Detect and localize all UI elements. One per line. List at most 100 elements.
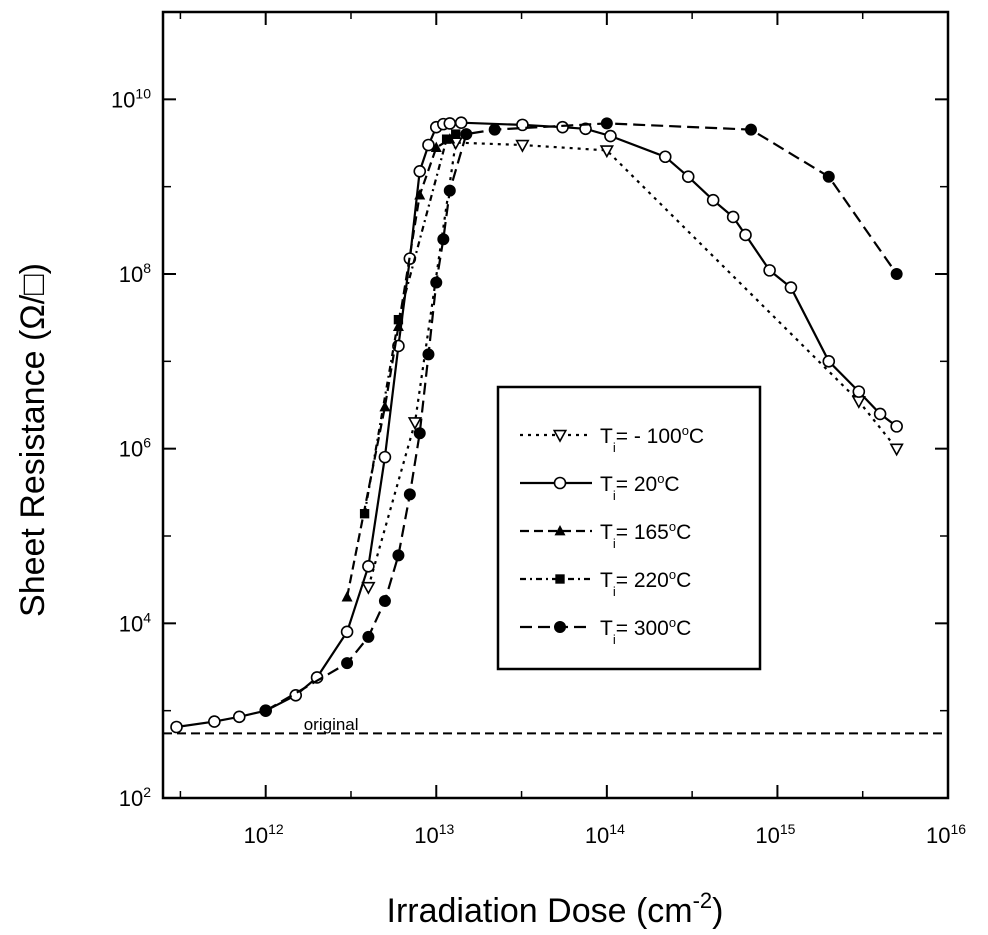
legend-box — [496, 385, 762, 671]
x-axis-title: Irradiation Dose (cm-2) — [387, 888, 724, 930]
legend-entry: Ti= 165oC — [520, 519, 691, 551]
data-point — [232, 710, 246, 724]
y-tick-exp: 2 — [143, 784, 151, 800]
data-point — [361, 581, 376, 595]
y-tick-label: 108 — [119, 260, 151, 287]
y-tick-base: 10 — [111, 87, 135, 112]
y-tick-label: 104 — [119, 609, 151, 636]
legend-marker — [552, 429, 568, 443]
series-1 — [170, 116, 903, 734]
x-axis-title-end: ) — [712, 892, 723, 930]
series-layer — [170, 116, 904, 734]
x-axis-title-exp: -2 — [693, 888, 713, 913]
data-point — [392, 320, 404, 331]
x-tick-label: 1015 — [755, 821, 795, 848]
data-point — [413, 164, 427, 178]
y-tick-label: 102 — [119, 784, 151, 811]
legend-marker — [553, 476, 567, 490]
data-point — [822, 170, 835, 183]
data-point — [556, 120, 569, 134]
data-point — [341, 590, 353, 602]
data-point — [259, 704, 272, 717]
data-point — [890, 268, 903, 280]
data-point — [393, 314, 404, 325]
y-tick-base: 10 — [119, 611, 143, 636]
legend-label: Ti= 20oC — [600, 471, 680, 503]
y-tick-exp: 8 — [143, 260, 151, 276]
data-point — [763, 264, 776, 277]
y-tick-exp: 4 — [143, 609, 151, 625]
data-point — [170, 720, 183, 734]
legend-label: Ti= 220oC — [600, 567, 691, 599]
x-tick-label: 1012 — [244, 821, 284, 848]
data-point — [443, 184, 456, 197]
data-point — [516, 118, 529, 132]
data-point — [600, 117, 613, 130]
data-point — [422, 138, 435, 152]
data-point — [579, 122, 592, 136]
data-point — [784, 281, 798, 294]
data-point — [488, 123, 501, 136]
data-point — [604, 129, 617, 143]
legend-entry: Ti= 300oC — [520, 615, 691, 647]
data-point — [378, 595, 391, 608]
data-point — [599, 145, 614, 159]
series-3 — [359, 129, 461, 519]
data-point — [378, 450, 392, 464]
x-tick-base: 10 — [414, 823, 438, 848]
x-tick-base: 10 — [585, 823, 609, 848]
y-tick-base: 10 — [119, 786, 143, 811]
plot-area-border — [161, 10, 950, 800]
legend-marker — [555, 574, 565, 584]
x-tick-exp: 12 — [268, 821, 284, 837]
annotations: original — [304, 715, 359, 734]
data-point — [739, 228, 752, 242]
x-tick-exp: 16 — [950, 821, 966, 837]
data-point — [706, 193, 720, 207]
data-point — [362, 559, 375, 573]
data-point — [726, 210, 740, 224]
data-point — [422, 348, 435, 361]
legend: Ti= - 100oC Ti= 20oC Ti= 165oC Ti= 220oC Ti=… — [496, 385, 762, 671]
legend-entry: Ti= 220oC — [520, 567, 691, 599]
plot-frame — [161, 10, 950, 800]
x-tick-exp: 13 — [439, 821, 455, 837]
data-point — [407, 417, 423, 431]
series-line — [346, 138, 451, 598]
series-2 — [341, 133, 456, 602]
data-point — [852, 385, 866, 398]
y-tick-exp: 10 — [135, 85, 151, 101]
data-point — [515, 139, 530, 153]
legend-label: Ti= 300oC — [600, 615, 691, 647]
y-axis-title: Sheet Resistance (Ω/□) — [14, 263, 52, 617]
data-point — [681, 170, 695, 184]
legend-marker — [554, 524, 566, 536]
legend-label: Ti= 165oC — [600, 519, 691, 551]
legend-entry: Ti= 20oC — [520, 471, 680, 503]
legend-entry: Ti= - 100oC — [520, 423, 704, 455]
y-tick-base: 10 — [119, 437, 143, 462]
y-tick-exp: 6 — [143, 435, 151, 451]
data-point — [658, 150, 672, 164]
data-point — [208, 715, 221, 728]
y-tick-label: 1010 — [111, 85, 151, 112]
x-tick-exp: 15 — [780, 821, 796, 837]
data-point — [359, 509, 370, 519]
data-point — [460, 128, 473, 141]
y-tick-label: 106 — [119, 435, 151, 462]
data-point — [451, 129, 461, 139]
data-point — [822, 355, 836, 368]
y-tick-base: 10 — [119, 262, 143, 287]
data-point — [873, 407, 887, 421]
data-point — [454, 116, 468, 130]
x-axis-title-base: Irradiation Dose (cm — [387, 892, 693, 930]
x-tick-label: 1016 — [926, 821, 966, 848]
data-point — [403, 488, 416, 501]
data-point — [430, 141, 442, 153]
data-point — [413, 427, 426, 440]
data-point — [392, 549, 405, 562]
data-point — [362, 630, 375, 643]
x-tick-label: 1014 — [585, 821, 625, 848]
data-point — [745, 123, 758, 136]
